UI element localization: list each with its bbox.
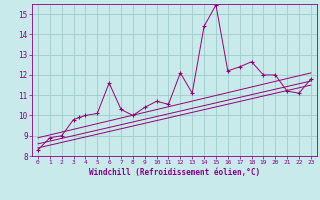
X-axis label: Windchill (Refroidissement éolien,°C): Windchill (Refroidissement éolien,°C) (89, 168, 260, 177)
